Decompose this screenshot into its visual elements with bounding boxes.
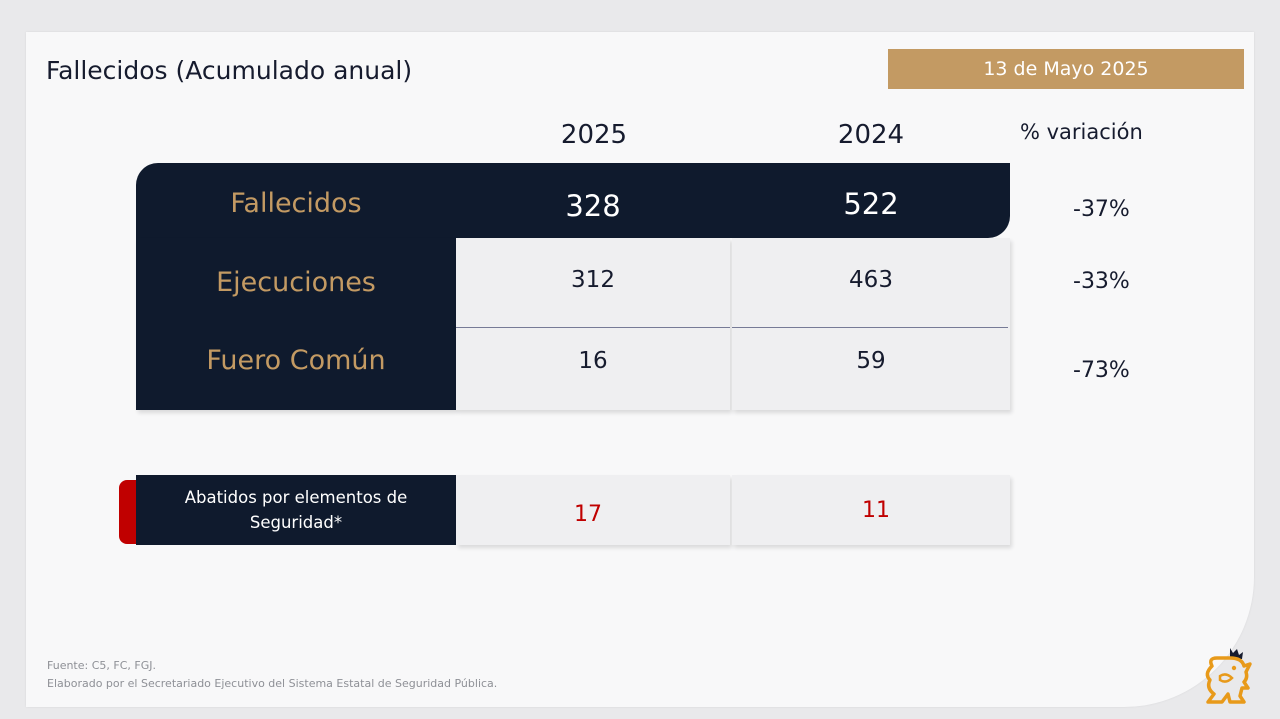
footer-credit: Elaborado por el Secretariado Ejecutivo … <box>47 677 498 690</box>
column-header-variation: % variación <box>1020 120 1143 144</box>
abatidos-2025-cell <box>456 475 730 545</box>
values-2025-cell <box>456 238 730 410</box>
ejecuciones-2025-value: 312 <box>571 267 615 293</box>
fallecidos-2024-value: 522 <box>843 187 899 221</box>
ejecuciones-2024-value: 463 <box>849 267 893 293</box>
page-title: Fallecidos (Acumulado anual) <box>46 56 413 85</box>
values-2024-cell <box>732 238 1010 410</box>
date-badge: 13 de Mayo 2025 <box>888 49 1244 89</box>
fallecidos-row-bar <box>136 163 1010 238</box>
abatidos-label-line2: Seguridad* <box>249 513 343 532</box>
column-header-2025: 2025 <box>560 120 628 150</box>
row-divider-2024 <box>732 327 1008 328</box>
fallecidos-2025-value: 328 <box>565 189 621 223</box>
row-label-fuero-comun: Fuero Común <box>206 345 386 376</box>
fuero-comun-2024-value: 59 <box>856 348 886 374</box>
abatidos-2025-value: 17 <box>574 502 602 527</box>
column-header-2024: 2024 <box>837 120 905 150</box>
footer-source: Fuente: C5, FC, FGJ. <box>47 659 156 672</box>
ejecuciones-variation: -33% <box>1073 269 1130 294</box>
abatidos-label-block <box>136 475 456 545</box>
fuero-comun-2025-value: 16 <box>578 348 608 374</box>
abatidos-2024-value: 11 <box>862 498 890 523</box>
fallecidos-variation: -37% <box>1073 197 1130 222</box>
lion-crown-icon <box>1205 648 1252 704</box>
row-labels-block <box>136 238 456 410</box>
abatidos-label: Abatidos por elementos de Seguridad* <box>136 475 456 545</box>
row-divider-2025 <box>456 327 730 328</box>
abatidos-2024-cell <box>732 475 1010 545</box>
fuero-comun-variation: -73% <box>1073 358 1130 383</box>
row-label-ejecuciones: Ejecuciones <box>216 267 376 298</box>
row-label-fallecidos: Fallecidos <box>230 188 362 219</box>
abatidos-label-line1: Abatidos por elementos de <box>184 488 408 507</box>
